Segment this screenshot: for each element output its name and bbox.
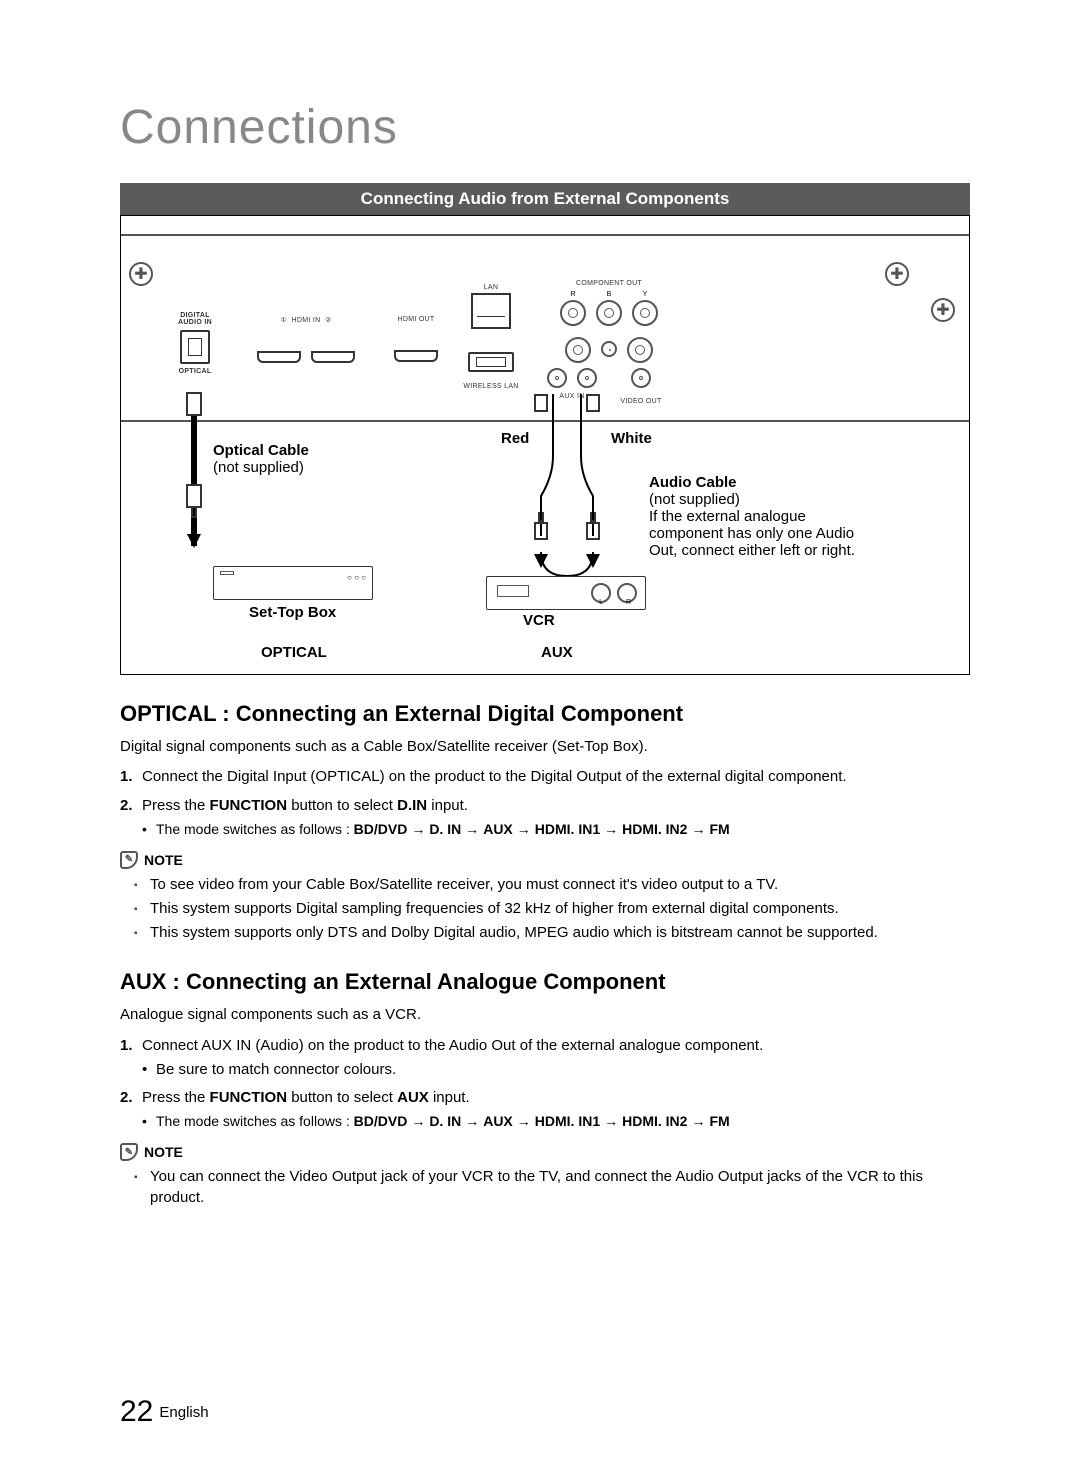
optical-plug-icon (186, 392, 202, 416)
rca-plug-icon (586, 394, 600, 424)
label-hdmi-out: HDMI OUT (381, 316, 451, 323)
port-wireless-lan: WIRELESS LAN (451, 352, 531, 390)
note-icon: ✎ (120, 851, 138, 869)
hdmi-port-icon (394, 350, 438, 362)
hdmi-port-icon (311, 351, 355, 363)
label-red: Red (501, 430, 529, 447)
aux-steps: 1.Connect AUX IN (Audio) on the product … (120, 1036, 970, 1132)
page-footer: 22English (120, 1395, 209, 1429)
arrow-down-icon (534, 554, 548, 568)
label-y: Y (630, 291, 660, 298)
rca-jack-icon (577, 368, 597, 388)
settop-box-icon: ○ ○ ○ (213, 566, 373, 600)
label-video-out: VIDEO OUT (611, 398, 671, 405)
port-hdmi-out: HDMI OUT (381, 316, 451, 367)
label-l: L (599, 599, 603, 606)
label-optical-section: OPTICAL (261, 644, 327, 661)
label-audio-cable: Audio Cable (not supplied) If the extern… (649, 474, 869, 559)
label-optical: OPTICAL (167, 368, 223, 375)
optical-intro: Digital signal components such as a Cabl… (120, 737, 970, 757)
aux-intro: Analogue signal components such as a VCR… (120, 1005, 970, 1025)
usb-port-icon (468, 352, 514, 372)
rca-jack-icon (565, 337, 591, 363)
port-video-out: VIDEO OUT (611, 366, 671, 405)
heading-optical: OPTICAL : Connecting an External Digital… (120, 701, 970, 727)
aux-notes: You can connect the Video Output jack of… (120, 1167, 970, 1208)
screw-icon: ✚ (885, 262, 909, 286)
label-b: B (594, 291, 624, 298)
rca-plug-icon (586, 512, 600, 542)
screw-small-icon (601, 341, 617, 357)
screw-icon: ✚ (931, 298, 955, 322)
label-white: White (611, 430, 652, 447)
note-item: To see video from your Cable Box/Satelli… (150, 875, 970, 895)
optical-port-icon (180, 330, 210, 364)
note-item: This system supports only DTS and Dolby … (150, 923, 970, 943)
port-hdmi-in: ① HDMI IN ② (241, 316, 371, 368)
label-vcr: VCR (523, 612, 555, 629)
arrow-down-icon (187, 534, 201, 548)
label-wireless-lan: WIRELESS LAN (451, 383, 531, 390)
note-item: You can connect the Video Output jack of… (150, 1167, 970, 1208)
rca-jack-icon (631, 368, 651, 388)
optical-notes: To see video from your Cable Box/Satelli… (120, 875, 970, 944)
section-banner: Connecting Audio from External Component… (120, 183, 970, 215)
label-component-out: COMPONENT OUT (549, 280, 669, 287)
label-aux-section: AUX (541, 644, 573, 661)
rca-jack-icon (560, 300, 586, 326)
label-r: R (626, 599, 631, 606)
heading-aux: AUX : Connecting an External Analogue Co… (120, 969, 970, 995)
aux-step-1: 1.Connect AUX IN (Audio) on the product … (142, 1036, 970, 1081)
optical-steps: 1.Connect the Digital Input (OPTICAL) on… (120, 767, 970, 838)
aux-mode-sequence: The mode switches as follows : BD/DVD→D.… (142, 1112, 970, 1131)
label-optical-cable: Optical Cable (not supplied) (213, 442, 309, 476)
connection-diagram: ✚ ✚ ✚ DIGITAL AUDIO IN OPTICAL ① HDMI IN… (120, 215, 970, 675)
label-settop: Set-Top Box (249, 604, 336, 621)
note-item: This system supports Digital sampling fr… (150, 899, 970, 919)
optical-step-1: 1.Connect the Digital Input (OPTICAL) on… (142, 767, 970, 787)
optical-mode-sequence: The mode switches as follows : BD/DVD→D.… (142, 820, 970, 839)
label-lan: LAN (461, 284, 521, 291)
rca-plug-icon (534, 512, 548, 542)
screw-icon: ✚ (129, 262, 153, 286)
rca-jack-icon (632, 300, 658, 326)
rca-jack-icon (627, 337, 653, 363)
lan-port-icon (471, 293, 511, 329)
label-digital-audio-in: DIGITAL AUDIO IN (167, 312, 223, 326)
label-r: R (558, 291, 588, 298)
hdmi-port-icon (257, 351, 301, 363)
aux-step-2: 2. Press the FUNCTION button to select A… (142, 1088, 970, 1131)
rca-jack-icon (596, 300, 622, 326)
arrow-down-icon (586, 554, 600, 568)
note-header-aux: ✎ NOTE (120, 1143, 970, 1161)
optical-step-2: 2. Press the FUNCTION button to select D… (142, 796, 970, 839)
note-header-optical: ✎ NOTE (120, 851, 970, 869)
vcr-icon: L R (486, 576, 646, 610)
port-digital-audio-in: DIGITAL AUDIO IN OPTICAL (167, 312, 223, 375)
port-lan: LAN (461, 284, 521, 329)
aux-step-1-sub: Be sure to match connector colours. (142, 1060, 970, 1080)
port-component-out: COMPONENT OUT R B Y (549, 280, 669, 365)
rca-jack-icon (547, 368, 567, 388)
note-icon: ✎ (120, 1143, 138, 1161)
optical-plug-icon (186, 484, 202, 518)
page-title: Connections (120, 100, 970, 155)
rca-plug-icon (534, 394, 548, 424)
label-hdmi-in: ① HDMI IN ② (241, 316, 371, 324)
